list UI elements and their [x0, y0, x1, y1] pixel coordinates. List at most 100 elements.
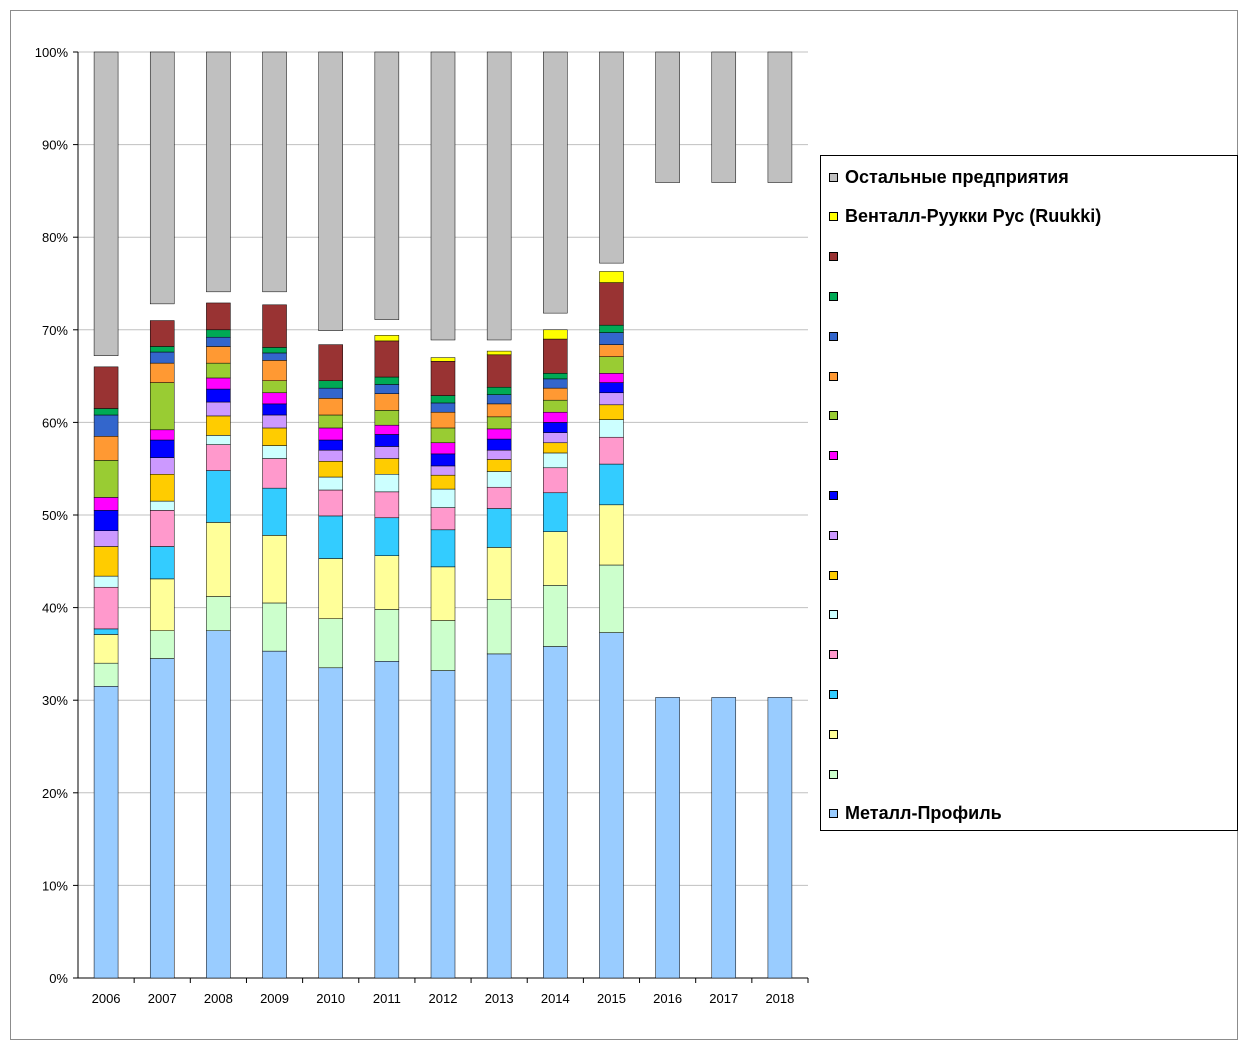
bar-segment [599, 392, 624, 406]
bar-segment [374, 424, 400, 435]
bar-segment [543, 585, 568, 647]
bar-segment [486, 486, 512, 509]
bar-segment [262, 535, 287, 604]
bar-segment [655, 697, 680, 979]
bar-segment [430, 529, 456, 568]
bar-segment [486, 471, 512, 488]
bar-segment [149, 382, 175, 431]
bar-segment [93, 366, 119, 409]
bar-segment [430, 427, 456, 444]
bar-segment [262, 51, 287, 293]
bar-segment [206, 415, 231, 436]
x-tick-label: 2006 [92, 991, 121, 1006]
bar-segment [206, 336, 231, 347]
legend-item [829, 722, 845, 746]
x-tick-label: 2017 [709, 991, 738, 1006]
bar-segment [543, 329, 568, 340]
bar-segment [262, 304, 287, 348]
y-tick-label: 30% [42, 693, 68, 708]
bar-segment [486, 428, 512, 440]
bar-segment [318, 427, 343, 441]
bar-segment [374, 376, 400, 385]
bar-segment [149, 630, 175, 659]
bar-segment [149, 578, 175, 631]
x-tick-label: 2016 [653, 991, 682, 1006]
bar-segment [93, 51, 119, 356]
bar-segment [93, 460, 119, 498]
bar-segment [430, 507, 456, 531]
bar-segment [543, 432, 568, 444]
bar-segment [318, 380, 343, 389]
bar-segment [543, 442, 568, 454]
bar-segment [486, 508, 512, 548]
bar-segment [93, 628, 119, 635]
bar-segment [262, 352, 287, 361]
bar-segment [206, 362, 231, 379]
bar-segment [374, 410, 400, 426]
legend-swatch [829, 411, 838, 421]
bar-segment [486, 459, 512, 472]
bar-segment [543, 399, 568, 413]
bar-segment [655, 51, 680, 183]
bar-segment [318, 439, 343, 451]
bar-segment [206, 302, 231, 331]
y-tick-label: 40% [42, 601, 68, 616]
legend-item: Остальные предприятия [829, 165, 1069, 189]
bar-segment [318, 51, 343, 331]
x-tick-label: 2018 [765, 991, 794, 1006]
y-tick-label: 80% [42, 230, 68, 245]
legend-swatch [829, 331, 838, 341]
bar-segment [93, 530, 119, 547]
legend-item [829, 404, 845, 428]
bar-segment [149, 500, 175, 511]
bar-segment [318, 449, 343, 462]
bar-segment [206, 522, 231, 597]
bar-segment [318, 461, 343, 478]
bar-segment [374, 491, 400, 519]
bar-segment [599, 324, 624, 333]
bar-segment [599, 344, 624, 357]
bar-segment [318, 558, 343, 619]
x-tick-label: 2012 [429, 991, 458, 1006]
legend-label: Остальные предприятия [845, 166, 1069, 187]
bar-segment [599, 632, 624, 979]
legend-item [829, 523, 845, 547]
bar-segment [149, 429, 175, 441]
legend-item [829, 324, 845, 348]
bar-segment [318, 414, 343, 429]
bar-segment [93, 436, 119, 461]
bar-segment [486, 403, 512, 418]
bar-segment [486, 449, 512, 460]
bar-segment [262, 347, 287, 354]
bar-segment [93, 634, 119, 664]
legend-item [829, 284, 845, 308]
legend-swatch [829, 172, 838, 182]
bar-segment [430, 442, 456, 455]
bar-segment [206, 470, 231, 523]
bar-segment [599, 282, 624, 326]
bar-segment [599, 419, 624, 438]
bar-segment [543, 387, 568, 401]
bar-segment [149, 346, 175, 353]
legend-item [829, 483, 845, 507]
bar-segment [262, 392, 287, 405]
bar-segment [149, 510, 175, 547]
bar-segment [262, 458, 287, 489]
bar-segment [206, 377, 231, 390]
bar-segment [486, 438, 512, 451]
bar-segment [486, 51, 512, 341]
bar-segment [767, 51, 793, 183]
bar-segment [262, 403, 287, 416]
bar-segment [149, 439, 175, 458]
bar-segment [711, 51, 737, 183]
y-tick-label: 60% [42, 415, 68, 430]
bar-segment [318, 489, 343, 517]
bar-segment [149, 351, 175, 364]
bar-segment [486, 350, 512, 356]
bar-segment [374, 661, 400, 979]
y-tick-label: 20% [42, 786, 68, 801]
bar-segment [430, 395, 456, 404]
bar-segment [486, 354, 512, 388]
bar-segment [486, 386, 512, 395]
legend-swatch [829, 451, 838, 461]
